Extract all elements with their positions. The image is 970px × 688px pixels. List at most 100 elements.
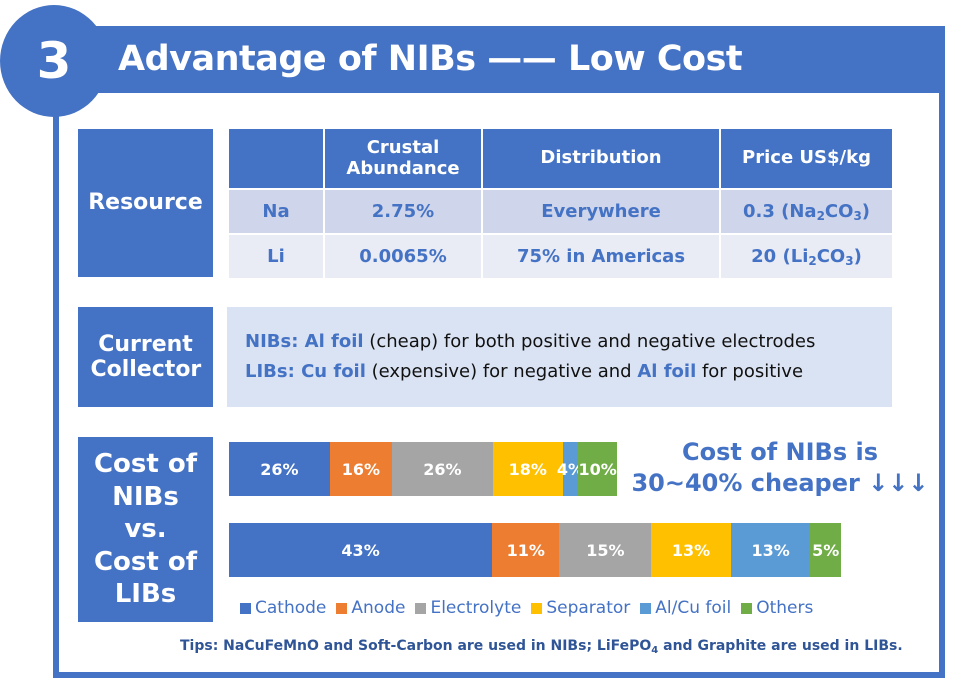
libs-cost-bar: 43% 11% 15% 13% 13% 5% <box>229 523 841 577</box>
legend-label: Electrolyte <box>430 598 522 618</box>
column-header-empty <box>229 129 323 188</box>
collector-highlight: LIBs: Cu foil <box>245 361 366 382</box>
cost-label-line: Cost of <box>93 449 198 480</box>
cost-label-line: LIBs <box>114 579 177 610</box>
bar-segment-al-cu-foil: 13% <box>730 523 811 577</box>
legend-label: Separator <box>546 598 631 618</box>
formula-subscript: 3 <box>845 253 854 268</box>
formula-part: Li <box>790 245 809 267</box>
legend-label: Others <box>756 598 814 618</box>
bar-segment-anode: 16% <box>329 442 392 496</box>
legend-item: Anode <box>336 598 405 618</box>
tips-note: Tips: NaCuFeMnO and Soft-Carbon are used… <box>180 638 903 656</box>
bar-segment-electrolyte: 26% <box>391 442 493 496</box>
table-row: Na 2.75% Everywhere 0.3 (Na2CO3) <box>229 190 892 233</box>
resource-label: Resource <box>78 129 213 277</box>
formula-part: CO <box>824 200 854 222</box>
column-header-abundance: Crustal Abundance <box>325 129 481 188</box>
section-number-badge: 3 <box>0 5 108 117</box>
header-bar <box>53 26 939 93</box>
legend-label: Cathode <box>255 598 327 618</box>
formula-subscript: 2 <box>816 208 825 223</box>
data-label: 4% <box>556 459 585 479</box>
legend-swatch <box>240 602 251 614</box>
bar-segment-separator: 13% <box>651 523 731 577</box>
legend-item: Others <box>741 598 813 618</box>
collector-highlight: NIBs: Al foil <box>245 331 364 353</box>
callout-line: Cost of NIBs is <box>682 438 878 466</box>
data-label: 16% <box>341 459 381 479</box>
bar-segment-others: 5% <box>810 523 841 577</box>
data-label: 13% <box>671 540 711 560</box>
bar-segment-al-cu-foil: 4% <box>557 442 584 496</box>
price-value: 0.3 <box>742 200 775 222</box>
data-label: 11% <box>506 540 545 560</box>
bar-segment-others: 10% <box>578 442 617 496</box>
table-header-row: Crustal Abundance Distribution Price US$… <box>229 129 892 188</box>
data-label: 26% <box>260 459 299 479</box>
data-label: 13% <box>751 540 790 560</box>
data-label: 43% <box>341 540 380 560</box>
bar-segment-cathode: 26% <box>229 442 330 496</box>
abundance-cell: 2.75% <box>325 190 481 233</box>
callout-line: 30~40% cheaper ↓↓↓ <box>631 469 929 498</box>
price-value: 20 <box>751 245 777 267</box>
collector-line-libs: LIBs: Cu foil (expensive) for negative a… <box>245 357 892 387</box>
legend-item: Separator <box>531 598 630 618</box>
data-label: 15% <box>586 540 625 560</box>
data-label: 5% <box>812 540 840 560</box>
collector-text: (expensive) for negative and <box>365 361 638 382</box>
abundance-header-text: Crustal Abundance <box>346 136 460 179</box>
nibs-cost-bar: 26% 16% 26% 18% 4% 10% <box>229 442 617 496</box>
column-header-distribution: Distribution <box>483 129 719 188</box>
collector-text: for positive <box>696 361 804 382</box>
cost-comparison-label: Cost of NIBs vs. Cost of LIBs <box>78 437 213 622</box>
current-collector-label-text: Current Collector <box>90 331 202 382</box>
cost-callout: Cost of NIBs is 30~40% cheaper ↓↓↓ <box>630 437 930 499</box>
cost-label-line: vs. <box>124 514 167 545</box>
formula-subscript: 2 <box>808 253 817 268</box>
data-label: 10% <box>578 459 617 479</box>
chart-legend: Cathode Anode Electrolyte Separator Al/Cu fo… <box>240 598 813 618</box>
formula-part: Na <box>789 200 817 222</box>
distribution-cell: Everywhere <box>483 190 719 233</box>
collector-text: (cheap) for both positive and negative e… <box>363 331 816 353</box>
price-cell: 20 (Li2CO3) <box>721 235 892 278</box>
tips-text: Tips: NaCuFeMnO and Soft-Carbon are used… <box>180 638 652 654</box>
legend-swatch <box>741 602 753 614</box>
legend-item: Cathode <box>240 598 326 618</box>
current-collector-description: NIBs: Al foil (cheap) for both positive … <box>227 307 892 407</box>
legend-swatch <box>640 602 652 614</box>
tips-text: and Graphite are used in LIBs. <box>658 638 903 654</box>
legend-swatch <box>336 602 348 614</box>
abundance-cell: 0.0065% <box>325 235 481 278</box>
legend-swatch <box>415 602 427 614</box>
legend-label: Anode <box>351 598 406 618</box>
content-frame <box>53 26 945 678</box>
legend-swatch <box>531 602 543 614</box>
legend-item: Al/Cu foil <box>640 598 731 618</box>
collector-line-nibs: NIBs: Al foil (cheap) for both positive … <box>245 327 892 357</box>
price-cell: 0.3 (Na2CO3) <box>721 190 892 233</box>
current-collector-label: Current Collector <box>78 307 213 407</box>
legend-label: Al/Cu foil <box>655 598 732 618</box>
resource-table: Crustal Abundance Distribution Price US$… <box>227 127 894 280</box>
distribution-cell: 75% in Americas <box>483 235 719 278</box>
page-title: Advantage of NIBs —— Low Cost <box>118 39 743 79</box>
formula-part: CO <box>816 245 846 267</box>
column-header-price: Price US$/kg <box>721 129 892 188</box>
element-cell: Li <box>229 235 323 278</box>
legend-item: Electrolyte <box>415 598 521 618</box>
tips-subscript: 4 <box>651 645 659 656</box>
bar-segment-anode: 11% <box>492 523 560 577</box>
collector-highlight: Al foil <box>637 361 697 382</box>
cost-label-line: Cost of <box>93 546 198 577</box>
formula-subscript: 3 <box>853 208 862 223</box>
bar-segment-cathode: 43% <box>229 523 493 577</box>
data-label: 26% <box>423 459 462 479</box>
data-label: 18% <box>508 459 547 479</box>
cost-label-line: NIBs <box>112 481 179 512</box>
table-row: Li 0.0065% 75% in Americas 20 (Li2CO3) <box>229 235 892 278</box>
element-cell: Na <box>229 190 323 233</box>
bar-segment-electrolyte: 15% <box>559 523 652 577</box>
